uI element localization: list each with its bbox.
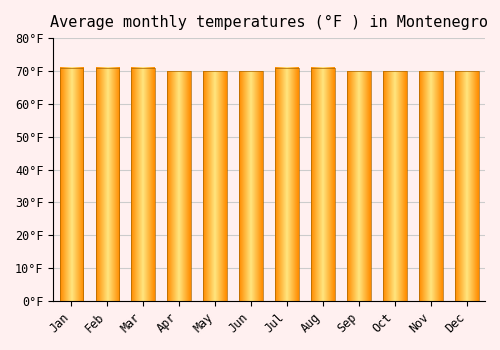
Title: Average monthly temperatures (°F ) in Montenegro: Average monthly temperatures (°F ) in Mo… [50, 15, 488, 30]
